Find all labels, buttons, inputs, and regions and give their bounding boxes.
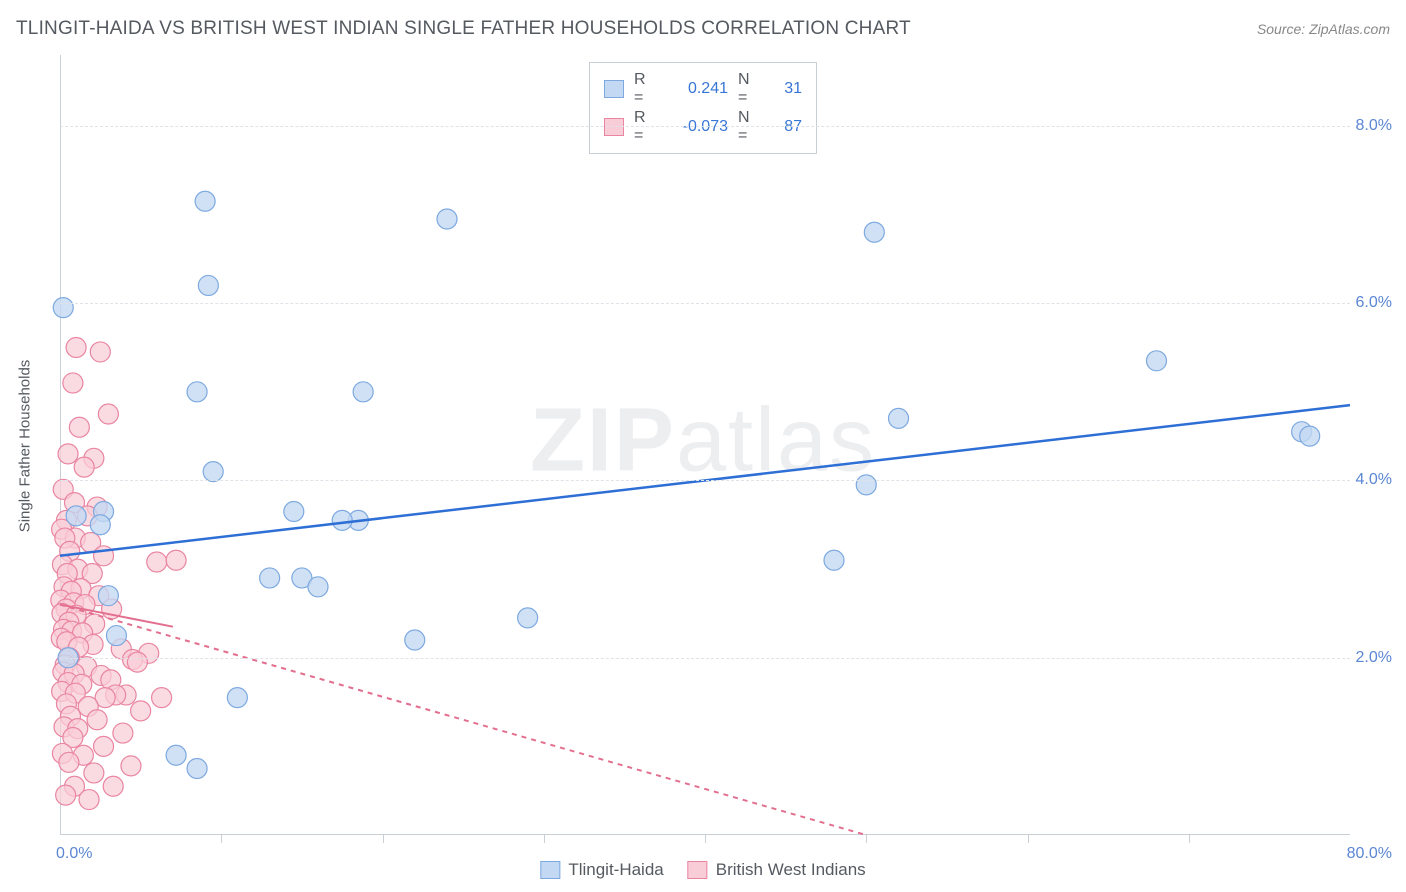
scatter-point <box>437 209 457 229</box>
scatter-point <box>113 723 133 743</box>
r-value-1: 0.241 <box>668 80 728 98</box>
x-tick-label-min: 0.0% <box>56 845 92 863</box>
legend-label-series-1: Tlingit-Haida <box>568 860 663 880</box>
scatter-point <box>353 382 373 402</box>
x-tick-mark <box>1189 835 1190 843</box>
scatter-point <box>198 275 218 295</box>
scatter-point <box>66 338 86 358</box>
scatter-point <box>98 586 118 606</box>
scatter-point <box>94 736 114 756</box>
y-tick-label: 4.0% <box>1356 471 1392 489</box>
gridline-horizontal <box>60 480 1350 481</box>
scatter-point <box>106 626 126 646</box>
scatter-point <box>56 785 76 805</box>
chart-title: TLINGIT-HAIDA VS BRITISH WEST INDIAN SIN… <box>16 18 911 40</box>
x-tick-mark <box>383 835 384 843</box>
scatter-point <box>87 710 107 730</box>
scatter-point <box>66 506 86 526</box>
scatter-point <box>131 701 151 721</box>
scatter-point <box>127 652 147 672</box>
x-tick-mark <box>1028 835 1029 843</box>
series-legend: Tlingit-Haida British West Indians <box>540 860 865 880</box>
n-value-2: 87 <box>772 118 802 136</box>
n-value-1: 31 <box>772 80 802 98</box>
scatter-point <box>195 191 215 211</box>
y-tick-label: 8.0% <box>1356 117 1392 135</box>
plot-svg <box>60 55 1350 835</box>
scatter-point <box>864 222 884 242</box>
r-label-2: R = <box>634 109 658 145</box>
n-label-2: N = <box>738 109 762 145</box>
scatter-point <box>856 475 876 495</box>
scatter-point <box>166 745 186 765</box>
scatter-point <box>63 373 83 393</box>
scatter-point <box>1147 351 1167 371</box>
scatter-point <box>90 342 110 362</box>
scatter-point <box>103 776 123 796</box>
legend-label-series-2: British West Indians <box>716 860 866 880</box>
legend-row-series-2: R = -0.073 N = 87 <box>604 109 802 145</box>
legend-swatch-bottom-1 <box>540 861 560 879</box>
scatter-point <box>74 457 94 477</box>
scatter-point <box>59 752 79 772</box>
legend-item-series-1: Tlingit-Haida <box>540 860 663 880</box>
header-bar: TLINGIT-HAIDA VS BRITISH WEST INDIAN SIN… <box>16 18 1390 40</box>
scatter-point <box>1300 426 1320 446</box>
trend-line <box>60 605 866 835</box>
scatter-point <box>518 608 538 628</box>
scatter-point <box>121 756 141 776</box>
scatter-point <box>152 688 172 708</box>
r-value-2: -0.073 <box>668 118 728 136</box>
scatter-point <box>187 382 207 402</box>
scatter-point <box>147 552 167 572</box>
scatter-point <box>58 444 78 464</box>
scatter-point <box>308 577 328 597</box>
r-label-1: R = <box>634 71 658 107</box>
scatter-point <box>90 515 110 535</box>
scatter-point <box>69 417 89 437</box>
legend-swatch-series-2 <box>604 118 624 136</box>
source-attribution: Source: ZipAtlas.com <box>1257 21 1390 37</box>
legend-row-series-1: R = 0.241 N = 31 <box>604 71 802 107</box>
legend-swatch-series-1 <box>604 80 624 98</box>
gridline-horizontal <box>60 126 1350 127</box>
gridline-horizontal <box>60 303 1350 304</box>
x-tick-mark <box>221 835 222 843</box>
x-tick-mark <box>866 835 867 843</box>
scatter-point <box>84 763 104 783</box>
scatter-point <box>187 759 207 779</box>
scatter-point <box>98 404 118 424</box>
legend-item-series-2: British West Indians <box>688 860 866 880</box>
y-tick-label: 2.0% <box>1356 649 1392 667</box>
n-label-1: N = <box>738 71 762 107</box>
scatter-point <box>405 630 425 650</box>
scatter-point <box>332 510 352 530</box>
x-tick-mark <box>544 835 545 843</box>
scatter-point <box>889 408 909 428</box>
scatter-point <box>53 298 73 318</box>
correlation-legend: R = 0.241 N = 31 R = -0.073 N = 87 <box>589 62 817 154</box>
gridline-horizontal <box>60 658 1350 659</box>
x-tick-mark <box>705 835 706 843</box>
scatter-point <box>824 550 844 570</box>
scatter-point <box>166 550 186 570</box>
scatter-point <box>260 568 280 588</box>
legend-swatch-bottom-2 <box>688 861 708 879</box>
x-tick-label-max: 80.0% <box>1347 845 1392 863</box>
y-axis-label: Single Father Households <box>17 360 34 533</box>
y-tick-label: 6.0% <box>1356 294 1392 312</box>
scatter-point <box>284 501 304 521</box>
scatter-point <box>79 790 99 810</box>
scatter-point <box>227 688 247 708</box>
scatter-point <box>203 462 223 482</box>
